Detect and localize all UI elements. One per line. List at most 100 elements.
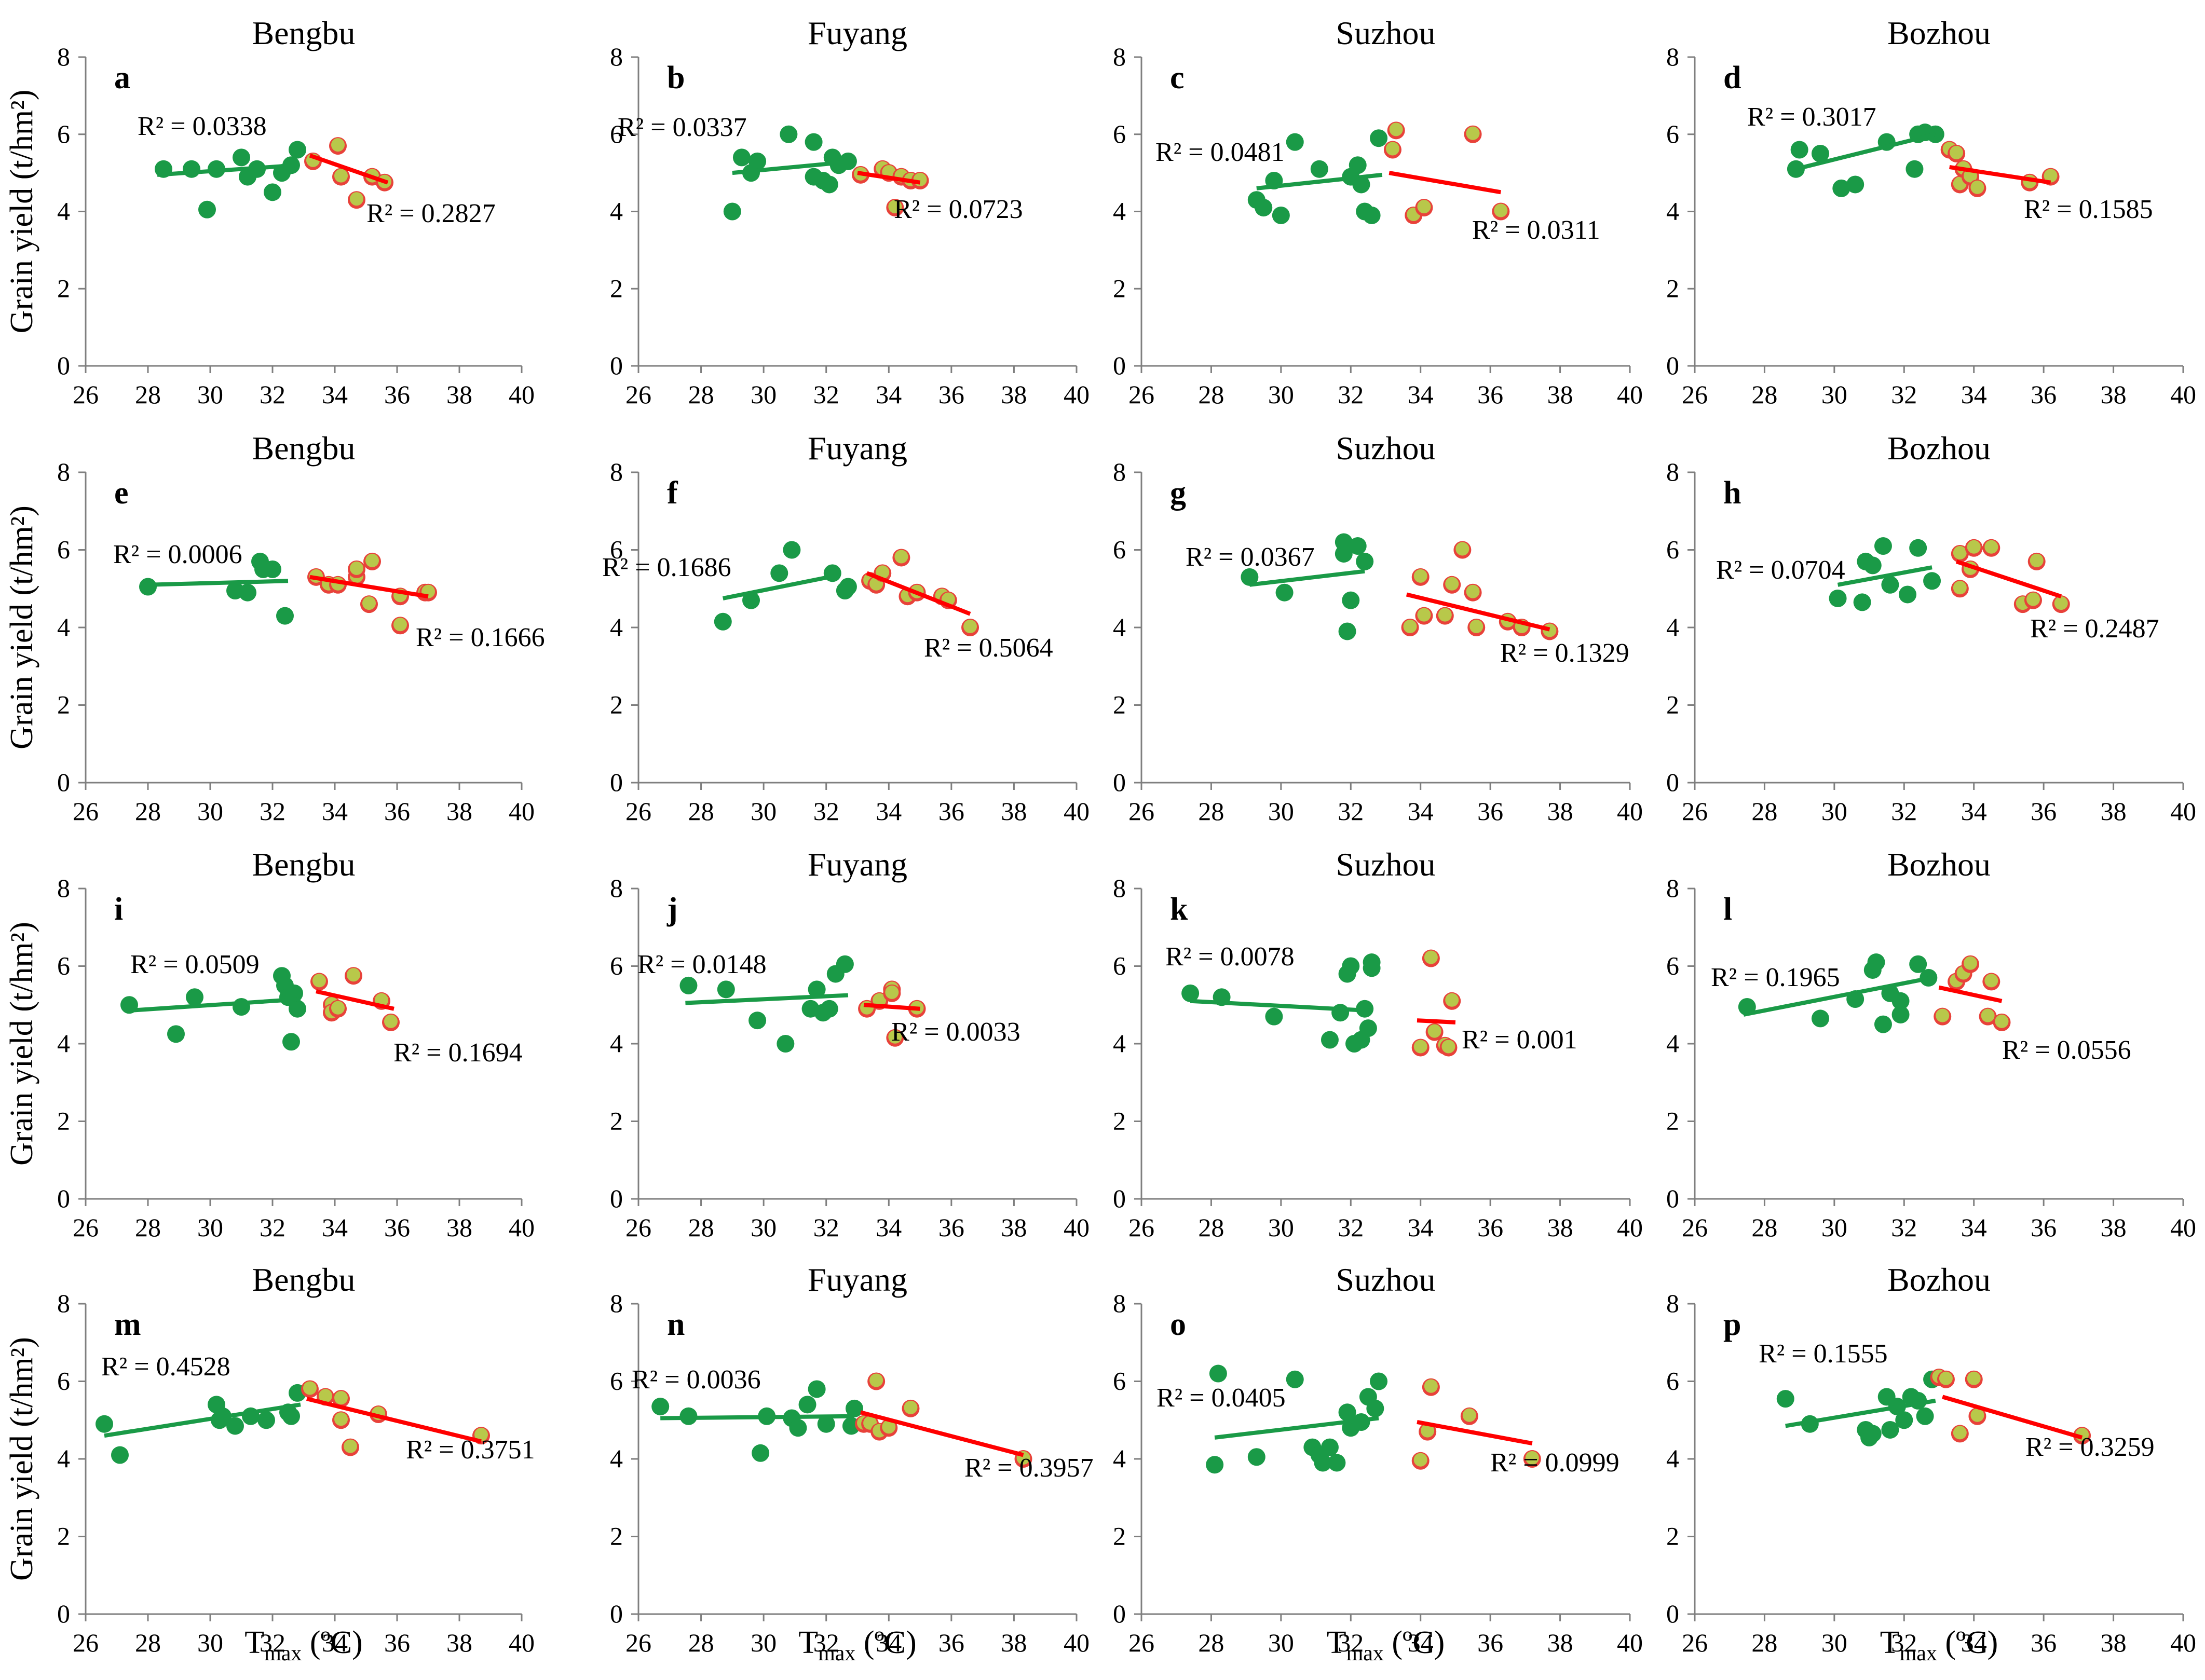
series-late: R² = 0.0311 [1383, 121, 1600, 245]
panel-title: Bengbu [252, 15, 355, 51]
trend-line [1190, 999, 1372, 1013]
trend-line [732, 159, 855, 175]
panel-o: Suzhou o 0 2 4 6 8 26 28 30 32 34 36 38 40 R² = 0.0405 R… [1113, 1261, 1643, 1657]
r2-label: R² = 0.1666 [416, 623, 545, 652]
y-tick-label: 0 [57, 768, 70, 797]
x-tick-label: 26 [625, 1628, 651, 1657]
trend-line [857, 171, 921, 185]
y-tick-label: 2 [1666, 1522, 1679, 1551]
panel-letter: p [1723, 1307, 1741, 1342]
data-point [1923, 572, 1941, 590]
y-tick-label: 8 [1666, 1289, 1679, 1318]
x-tick-label: 34 [876, 380, 902, 409]
x-tick-label: 36 [1477, 797, 1503, 826]
data-point-highlight [1466, 126, 1480, 140]
data-point [770, 564, 788, 582]
data-point-highlight [347, 968, 360, 982]
y-tick-label: 2 [610, 274, 623, 303]
data-point [226, 1417, 244, 1435]
y-tick-label: 6 [610, 119, 623, 148]
y-tick-label: 0 [1666, 1599, 1679, 1628]
y-tick-label: 2 [57, 1522, 70, 1551]
y-tick-label: 0 [610, 351, 623, 380]
y-tick-label: 4 [1113, 612, 1126, 641]
data-point [1181, 984, 1200, 1002]
data-point-highlight [1424, 1379, 1438, 1393]
y-tick-label: 4 [1113, 1029, 1126, 1058]
y-tick-label: 8 [57, 873, 70, 903]
r2-label: R² = 0.1585 [2024, 195, 2153, 224]
data-point-highlight [1525, 1451, 1539, 1465]
x-tick-label: 36 [1477, 1628, 1503, 1657]
trend-line [1938, 985, 2003, 1003]
trend-line [1417, 1420, 1533, 1446]
x-tick-label: 32 [260, 380, 285, 409]
y-tick-label: 4 [57, 197, 70, 226]
x-tick-label: 28 [1198, 1628, 1224, 1657]
x-tick-label: 40 [2170, 797, 2196, 826]
y-tick-label: 0 [57, 1599, 70, 1628]
y-tick-label: 0 [1113, 768, 1126, 797]
y-tick-label: 8 [1113, 1289, 1126, 1318]
trend-line [309, 575, 429, 599]
trend-line [1249, 569, 1365, 587]
panel-title: Bozhou [1887, 430, 1991, 467]
x-tick-label: 36 [384, 1628, 410, 1657]
x-tick-label: 28 [688, 797, 714, 826]
data-point-highlight [1413, 1453, 1427, 1467]
x-tick-label: 40 [1064, 1628, 1090, 1657]
panel-c: Suzhou c 0 2 4 6 8 26 28 30 32 34 36 38 40 R² = 0.0481 R… [1113, 15, 1643, 409]
panel-letter: b [667, 60, 685, 95]
data-point-highlight [1389, 122, 1403, 136]
data-point [289, 141, 306, 159]
data-point-highlight [1995, 1014, 2009, 1028]
data-point [282, 1407, 300, 1425]
x-tick-label: 32 [1338, 380, 1364, 409]
data-point [1881, 576, 1899, 594]
x-tick-label: 30 [1821, 1628, 1847, 1657]
x-tick-label: 28 [1198, 1213, 1224, 1242]
trend-line [306, 1397, 482, 1444]
data-point-highlight [1953, 1426, 1967, 1440]
x-tick-label: 36 [938, 1213, 964, 1242]
data-point-highlight [1385, 142, 1399, 156]
y-tick-label: 0 [1666, 1184, 1679, 1213]
data-point [817, 1415, 835, 1433]
data-point [1853, 593, 1871, 611]
y-tick-label: 8 [1666, 42, 1679, 71]
x-tick-label: 30 [751, 1213, 777, 1242]
panel-title: Suzhou [1336, 15, 1436, 51]
y-tick-label: 6 [1666, 535, 1679, 564]
data-point [1363, 959, 1381, 977]
series-late: R² = 0.0999 [1411, 1378, 1619, 1478]
data-point [1863, 556, 1882, 575]
panel-title: Suzhou [1336, 846, 1436, 883]
series-late: R² = 0.1666 [307, 552, 545, 652]
x-tick-label: 34 [322, 380, 348, 409]
x-tick-label: 40 [1064, 1213, 1090, 1242]
data-point-highlight [1967, 540, 1981, 554]
x-tick-label: 38 [1547, 797, 1573, 826]
x-tick-label: 26 [1128, 1213, 1154, 1242]
x-tick-label: 30 [1268, 1628, 1294, 1657]
y-tick-label: 4 [1666, 1444, 1679, 1473]
trend-line [1214, 1416, 1379, 1440]
y-tick-label: 0 [1113, 351, 1126, 380]
data-point-highlight [350, 561, 363, 575]
trend-line [1417, 1018, 1456, 1025]
series-late: R² = 0.0723 [852, 160, 1023, 224]
x-tick-label: 38 [1001, 380, 1027, 409]
x-tick-label: 26 [1128, 380, 1154, 409]
data-point [1895, 1411, 1913, 1429]
panel-title: Fuyang [808, 846, 907, 883]
x-tick-label: 32 [1891, 380, 1917, 409]
x-tick-label: 32 [1891, 1213, 1917, 1242]
data-point [1321, 1438, 1339, 1456]
data-point [264, 560, 281, 578]
trend-line [1942, 1395, 2083, 1440]
x-tick-label: 40 [1617, 1628, 1643, 1657]
x-tick-label: 36 [384, 380, 410, 409]
panel-letter: c [1170, 60, 1185, 95]
panel-f: Fuyang f 0 2 4 6 8 26 28 30 32 34 36 38 40 R² = 0.1686 R… [602, 430, 1090, 826]
r2-label: R² = 0.1686 [602, 553, 731, 582]
